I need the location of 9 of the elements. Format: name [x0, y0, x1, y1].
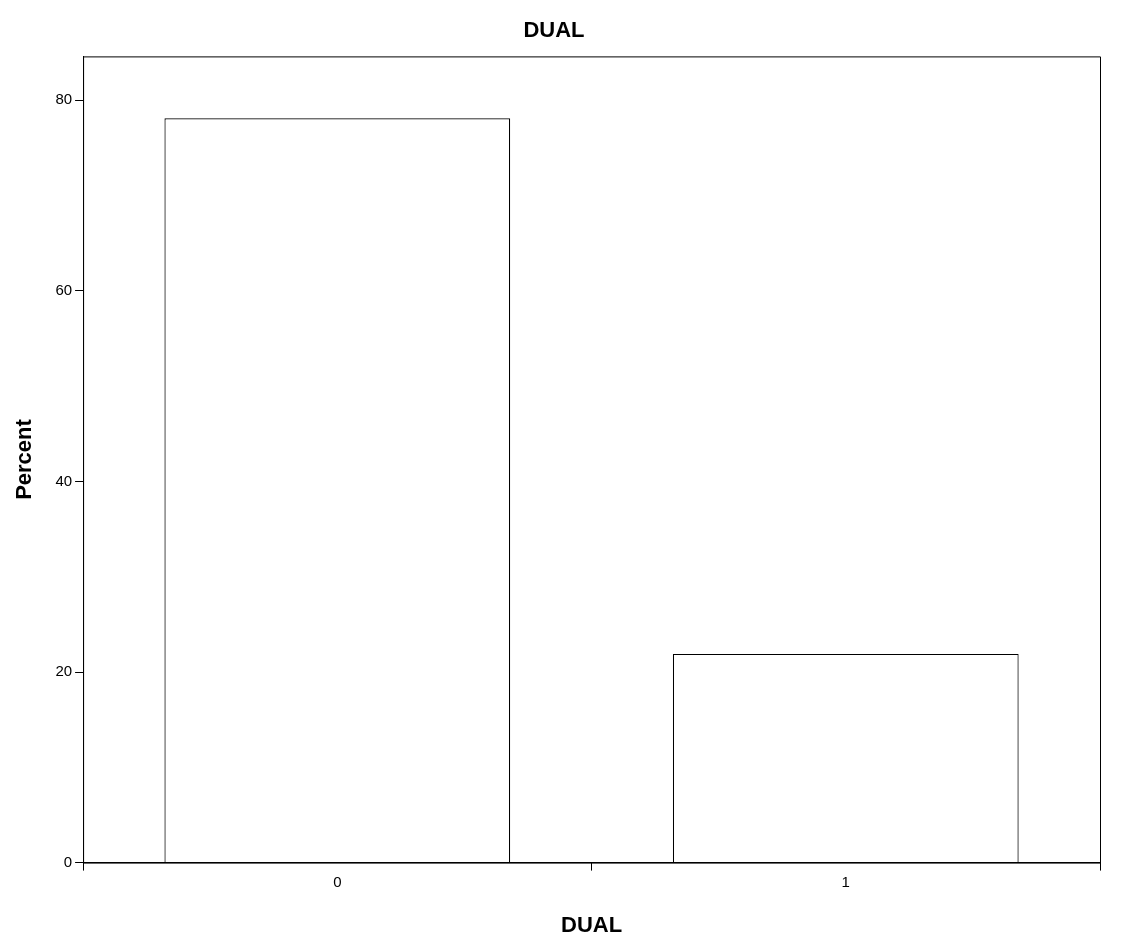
x-tick-label: 1 — [841, 872, 850, 890]
y-tick-label: 60 — [55, 280, 73, 298]
y-tick-label: 40 — [55, 471, 73, 489]
y-tick-label: 20 — [55, 662, 73, 680]
chart-title: DUAL — [523, 17, 585, 43]
y-tick-label: 0 — [63, 852, 73, 870]
y-axis-title: Percent — [11, 418, 37, 500]
x-axis-title: DUAL — [560, 911, 623, 937]
y-tick-label: 80 — [55, 90, 73, 108]
